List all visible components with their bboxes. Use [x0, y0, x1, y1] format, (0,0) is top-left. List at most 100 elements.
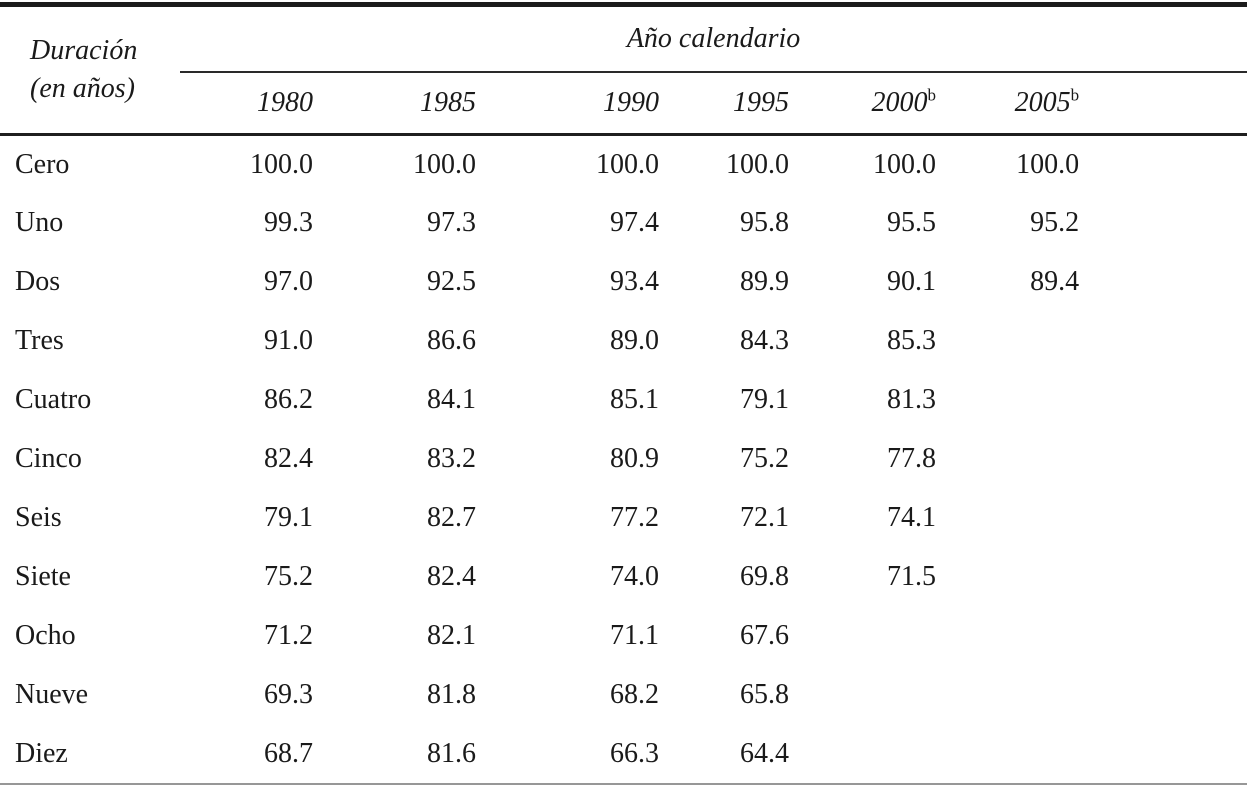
cell-value: 68.7: [264, 737, 313, 769]
row-label: Tres: [15, 325, 64, 356]
cell-value: 83.2: [427, 443, 476, 474]
cell-value: 97.4: [610, 207, 659, 238]
cell-value: 84.1: [427, 384, 476, 415]
cell-value: 100.0: [726, 148, 789, 180]
cell-value: 89.0: [610, 325, 659, 356]
stub-header-line1: Duración: [30, 35, 138, 67]
column-group-header: Año calendario: [180, 4, 1247, 73]
cell-value: 81.8: [427, 679, 476, 710]
table-row: Cero 100.0 100.0 100.0 100.0 100.0 100.0: [0, 135, 1247, 194]
year-header-2000: 2000b: [803, 72, 950, 136]
cell-value: 68.2: [610, 679, 659, 710]
cell-value: 85.3: [887, 325, 936, 356]
cell-value: 69.8: [740, 561, 789, 592]
cell-value: 75.2: [264, 561, 313, 592]
cell-value: [950, 312, 1247, 371]
row-label: Cinco: [15, 443, 82, 474]
footnote-marker: b: [927, 85, 937, 105]
cell-value: 100.0: [596, 148, 659, 180]
cell-value: 65.8: [740, 679, 789, 710]
cell-value: 100.0: [250, 148, 313, 180]
cell-value: 100.0: [873, 148, 936, 180]
cell-value: 92.5: [427, 266, 476, 297]
row-label: Diez: [15, 737, 68, 769]
cell-value: 89.4: [1030, 266, 1080, 297]
footnote-marker: b: [1070, 85, 1080, 105]
cell-value: 86.6: [427, 325, 476, 356]
cell-value: 95.2: [1030, 207, 1080, 238]
table-row: Ocho 71.2 82.1 71.1 67.6: [0, 607, 1247, 666]
cell-value: [950, 607, 1247, 666]
cell-value: 82.4: [264, 443, 313, 474]
cell-value: 77.2: [610, 502, 659, 533]
cell-value: 75.2: [740, 443, 789, 474]
cell-value: [950, 666, 1247, 725]
year-header-1995: 1995: [673, 72, 803, 136]
cell-value: [950, 371, 1247, 430]
cell-value: 66.3: [610, 737, 659, 769]
table-row: Tres 91.0 86.6 89.0 84.3 85.3: [0, 312, 1247, 371]
cell-value: [803, 725, 950, 784]
table-row: Seis 79.1 82.7 77.2 72.1 74.1: [0, 489, 1247, 548]
cell-value: 97.3: [427, 207, 476, 238]
cell-value: 95.5: [887, 207, 936, 238]
cell-value: 64.4: [740, 737, 789, 769]
cell-value: 82.4: [427, 561, 476, 592]
cell-value: [803, 607, 950, 666]
table-row: Nueve 69.3 81.8 68.2 65.8: [0, 666, 1247, 725]
cell-value: 71.2: [264, 620, 313, 651]
cell-value: 85.1: [610, 384, 659, 415]
cell-value: 81.3: [887, 384, 936, 415]
cell-value: 90.1: [887, 266, 936, 297]
table-row: Cuatro 86.2 84.1 85.1 79.1 81.3: [0, 371, 1247, 430]
cell-value: 71.1: [610, 620, 659, 651]
cell-value: 79.1: [264, 502, 313, 533]
header-row-spanner: Duración (en años) Año calendario: [0, 4, 1247, 136]
cell-value: 100.0: [1016, 148, 1080, 180]
cell-value: 89.9: [740, 266, 789, 297]
cell-value: 91.0: [264, 325, 313, 356]
cell-value: 99.3: [264, 207, 313, 238]
stub-header-line2: (en años): [30, 73, 135, 104]
row-label: Nueve: [15, 679, 89, 710]
cell-value: 82.1: [427, 620, 476, 651]
row-label: Siete: [15, 561, 71, 592]
cell-value: 72.1: [740, 502, 789, 533]
cell-value: 77.8: [887, 443, 936, 474]
table-row: Dos 97.0 92.5 93.4 89.9 90.1 89.4: [0, 253, 1247, 312]
cell-value: 100.0: [413, 148, 476, 180]
cell-value: 84.3: [740, 325, 789, 356]
cell-value: 67.6: [740, 620, 789, 651]
table-row: Siete 75.2 82.4 74.0 69.8 71.5: [0, 548, 1247, 607]
cell-value: 69.3: [264, 679, 313, 710]
cell-value: [950, 489, 1247, 548]
row-label: Seis: [15, 502, 62, 533]
cell-value: 79.1: [740, 384, 789, 415]
cell-value: 81.6: [427, 737, 476, 769]
cell-value: 93.4: [610, 266, 659, 297]
stub-header: Duración (en años): [0, 4, 180, 136]
row-label: Dos: [15, 266, 61, 297]
year-header-1990: 1990: [490, 72, 673, 136]
table-row: Cinco 82.4 83.2 80.9 75.2 77.8: [0, 430, 1247, 489]
year-header-1985: 1985: [327, 72, 490, 136]
cell-value: 80.9: [610, 443, 659, 474]
cell-value: 74.1: [887, 502, 936, 533]
cell-value: [950, 548, 1247, 607]
cell-value: 95.8: [740, 207, 789, 238]
cell-value: 82.7: [427, 502, 476, 533]
table-row: Uno 99.3 97.3 97.4 95.8 95.5 95.2: [0, 194, 1247, 253]
cell-value: [950, 725, 1247, 784]
cell-value: 86.2: [264, 384, 313, 415]
cell-value: [803, 666, 950, 725]
cell-value: 97.0: [264, 266, 313, 297]
cell-value: 71.5: [887, 561, 936, 592]
year-header-2005: 2005b: [950, 72, 1247, 136]
cell-value: 74.0: [610, 561, 659, 592]
row-label: Cero: [15, 148, 70, 180]
row-label: Uno: [15, 207, 64, 238]
header-row-years: 1980 1985 1990 1995 2000b 2005b: [0, 72, 1247, 136]
year-header-1980: 1980: [180, 72, 327, 136]
